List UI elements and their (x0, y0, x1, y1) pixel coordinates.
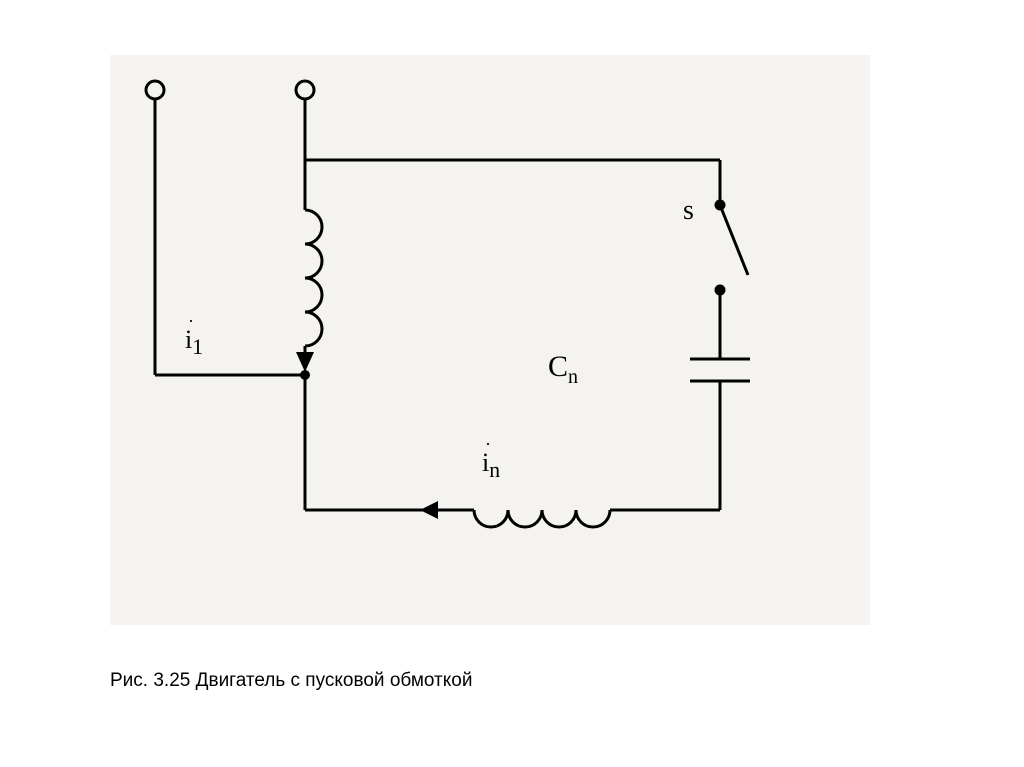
switch-bottom-node (716, 286, 724, 294)
label-s: s (683, 195, 694, 227)
arrow-i1 (296, 352, 314, 372)
terminal-2 (296, 81, 314, 99)
inductor-in (474, 510, 610, 527)
arrow-in (420, 501, 438, 519)
label-cn: Cn (548, 350, 578, 389)
junction-node (300, 370, 310, 380)
circuit-diagram (0, 0, 1024, 767)
inductor-i1 (305, 210, 322, 346)
terminal-1 (146, 81, 164, 99)
label-i1: · i1 (185, 325, 203, 360)
figure-caption: Рис. 3.25 Двигатель с пусковой обмоткой (110, 670, 472, 692)
switch-arm (720, 205, 748, 275)
label-in: · in (482, 448, 500, 483)
